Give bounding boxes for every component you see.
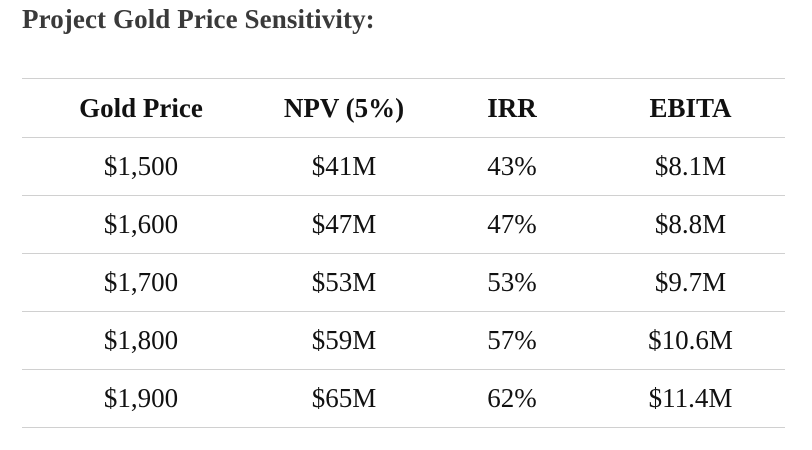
table-row: $1,700 $53M 53% $9.7M: [22, 253, 785, 312]
table-row: $1,900 $65M 62% $11.4M: [22, 369, 785, 428]
table-row: $1,600 $47M 47% $8.8M: [22, 195, 785, 254]
header-gold-price: Gold Price: [79, 92, 203, 123]
sensitivity-table: Gold Price NPV (5%) IRR EBITA $1,500 $41…: [22, 78, 785, 428]
cell-ebita: $11.4M: [648, 383, 733, 413]
cell-npv: $65M: [311, 383, 377, 413]
table-row: $1,800 $59M 57% $10.6M: [22, 311, 785, 370]
cell-gold-price: $1,900: [103, 383, 179, 413]
header-irr: IRR: [487, 92, 537, 123]
cell-ebita: $10.6M: [648, 325, 733, 355]
cell-irr: 43%: [487, 151, 537, 181]
table-header-row: Gold Price NPV (5%) IRR EBITA: [22, 78, 785, 138]
cell-gold-price: $1,800: [103, 325, 179, 355]
cell-irr: 57%: [487, 325, 537, 355]
cell-gold-price: $1,600: [103, 209, 179, 239]
cell-irr: 47%: [487, 209, 537, 239]
cell-npv: $53M: [311, 267, 377, 297]
cell-npv: $47M: [311, 209, 377, 239]
cell-gold-price: $1,500: [103, 151, 179, 181]
cell-gold-price: $1,700: [103, 267, 179, 297]
cell-ebita: $8.8M: [654, 209, 727, 239]
cell-irr: 62%: [487, 383, 537, 413]
cell-ebita: $8.1M: [654, 151, 727, 181]
cell-ebita: $9.7M: [654, 267, 727, 297]
page-title: Project Gold Price Sensitivity:: [22, 4, 375, 34]
header-npv: NPV (5%): [283, 92, 405, 123]
table-row: $1,500 $41M 43% $8.1M: [22, 137, 785, 196]
cell-npv: $41M: [311, 151, 377, 181]
cell-npv: $59M: [311, 325, 377, 355]
header-ebita: EBITA: [649, 92, 732, 123]
cell-irr: 53%: [487, 267, 537, 297]
